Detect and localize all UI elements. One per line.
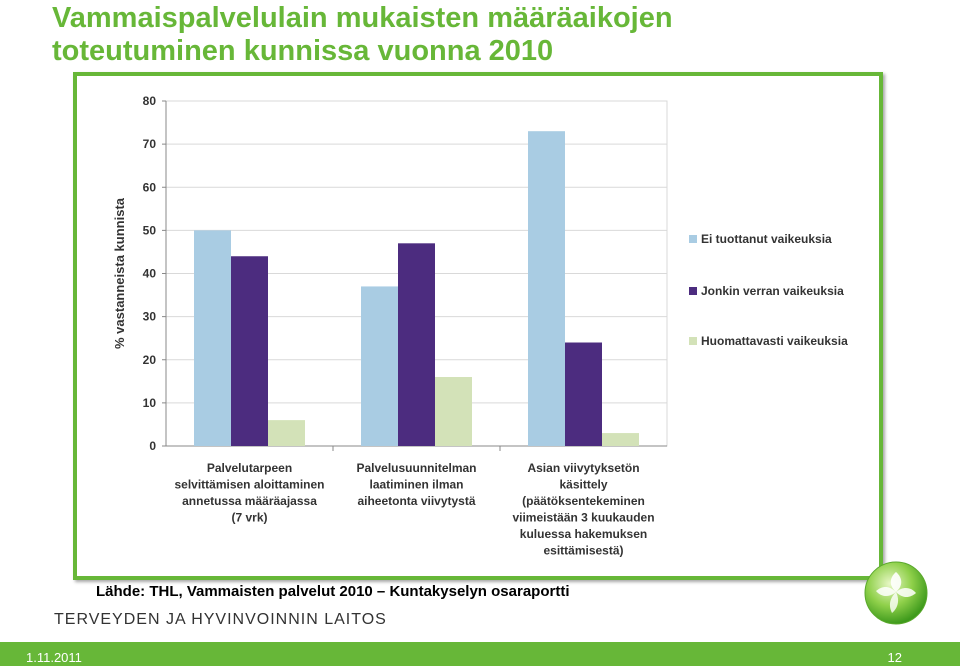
bar <box>268 420 305 446</box>
y-tick-label: 40 <box>143 267 157 281</box>
bar <box>435 377 472 446</box>
organization-name: TERVEYDEN JA HYVINVOINNIN LAITOS <box>54 611 387 628</box>
bar <box>602 433 639 446</box>
y-tick-label: 70 <box>143 137 157 151</box>
y-tick-label: 20 <box>143 353 157 367</box>
bar <box>361 286 398 446</box>
bar <box>398 243 435 446</box>
x-tick-label: annetussa määräajassa <box>182 494 317 508</box>
x-tick-label: käsittely <box>559 478 607 492</box>
title-line-2: toteutuminen kunnissa vuonna 2010 <box>52 35 554 67</box>
y-tick-label: 80 <box>143 94 157 108</box>
x-tick-label: (päätöksentekeminen <box>522 494 645 508</box>
bar <box>565 342 602 446</box>
y-tick-label: 50 <box>143 223 157 237</box>
footer-date: 1.11.2011 <box>26 650 82 665</box>
y-tick-label: 0 <box>149 439 156 453</box>
bar <box>194 230 231 446</box>
legend-label: Jonkin verran vaikeuksia <box>701 284 844 298</box>
legend-swatch <box>689 337 697 345</box>
legend-label: Ei tuottanut vaikeuksia <box>701 232 832 246</box>
x-tick-label: Asian viivytyksetön <box>527 461 639 475</box>
page-title: Vammaispalvelulain mukaisten määräaikoje… <box>52 2 673 68</box>
thl-logo-icon <box>864 561 928 625</box>
bar <box>528 131 565 446</box>
title-line-1: Vammaispalvelulain mukaisten määräaikoje… <box>52 2 673 34</box>
bar <box>231 256 268 446</box>
page-number: 12 <box>887 650 902 665</box>
x-tick-label: esittämisestä) <box>543 544 623 558</box>
x-tick-label: selvittämisen aloittaminen <box>174 478 324 492</box>
y-axis-label: % vastanneista kunnista <box>112 197 127 349</box>
legend-swatch <box>689 287 697 295</box>
bar-chart: 0 10 20 30 40 50 60 70 80 % vastanneista kunnista… <box>112 94 848 558</box>
y-tick-label: 10 <box>143 396 157 410</box>
x-tick-label: Palvelutarpeen <box>207 461 292 475</box>
y-tick-label: 60 <box>143 180 157 194</box>
x-tick-label: kuluessa hakemuksen <box>520 527 647 541</box>
chart-frame: 0 10 20 30 40 50 60 70 80 % vastanneista kunnista… <box>73 72 883 580</box>
x-tick-label: viimeistään 3 kuukauden <box>512 511 654 525</box>
legend-label: Huomattavasti vaikeuksia <box>701 334 848 348</box>
legend-swatch <box>689 235 697 243</box>
x-tick-label: (7 vrk) <box>231 511 267 525</box>
x-tick-label: laatiminen ilman <box>369 478 463 492</box>
y-tick-label: 30 <box>143 310 157 324</box>
x-tick-label: aiheetonta viivytystä <box>357 494 475 508</box>
x-tick-label: Palvelusuunnitelman <box>356 461 476 475</box>
source-note: Lähde: THL, Vammaisten palvelut 2010 – K… <box>96 583 570 600</box>
footer-bar: 1.11.2011 12 <box>0 642 960 666</box>
